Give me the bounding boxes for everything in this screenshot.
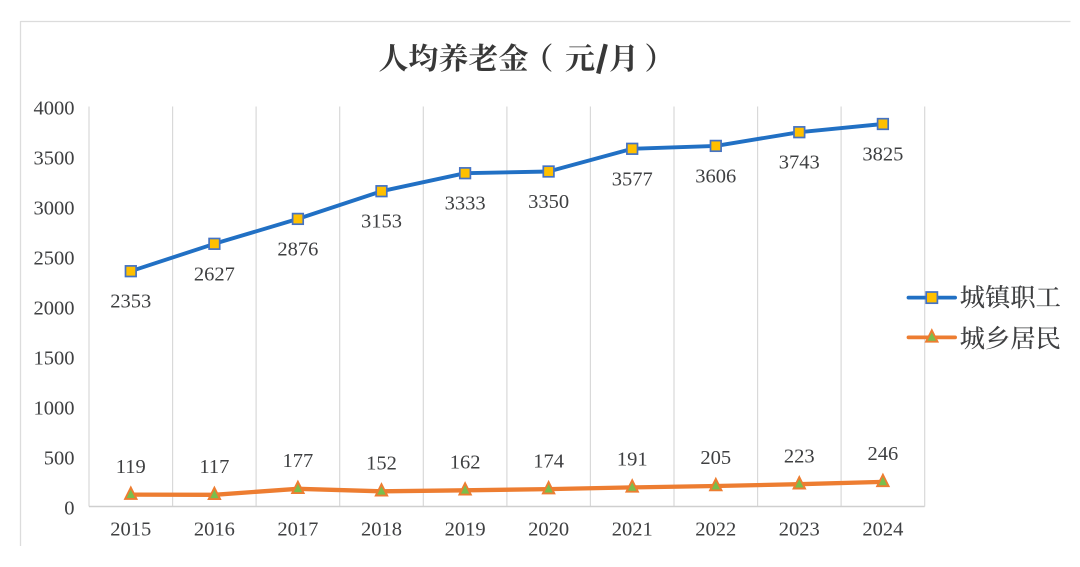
svg-text:500: 500 <box>44 447 75 469</box>
svg-text:117: 117 <box>199 456 229 478</box>
svg-text:3333: 3333 <box>445 193 486 215</box>
svg-text:223: 223 <box>784 445 815 467</box>
svg-text:2024: 2024 <box>862 519 903 541</box>
svg-text:2018: 2018 <box>361 519 402 541</box>
svg-text:174: 174 <box>533 450 564 472</box>
svg-text:205: 205 <box>700 447 731 469</box>
svg-text:1000: 1000 <box>34 397 75 419</box>
svg-text:3153: 3153 <box>361 211 402 233</box>
svg-text:2017: 2017 <box>277 519 318 541</box>
svg-text:3825: 3825 <box>862 144 903 166</box>
svg-text:2021: 2021 <box>612 519 653 541</box>
svg-text:0: 0 <box>64 497 74 519</box>
svg-text:3350: 3350 <box>528 191 569 213</box>
svg-text:2000: 2000 <box>34 297 75 319</box>
svg-text:2627: 2627 <box>194 263 235 285</box>
svg-text:162: 162 <box>450 452 481 474</box>
svg-text:119: 119 <box>116 456 146 478</box>
svg-text:246: 246 <box>868 443 899 465</box>
svg-text:3577: 3577 <box>612 168 653 190</box>
svg-text:3606: 3606 <box>695 165 736 187</box>
svg-text:2022: 2022 <box>695 519 736 541</box>
svg-text:2015: 2015 <box>110 519 151 541</box>
svg-text:2019: 2019 <box>445 519 486 541</box>
svg-text:4000: 4000 <box>34 97 75 119</box>
svg-text:152: 152 <box>366 453 397 475</box>
svg-text:2020: 2020 <box>528 519 569 541</box>
svg-text:2500: 2500 <box>34 247 75 269</box>
svg-text:3000: 3000 <box>34 197 75 219</box>
svg-text:2023: 2023 <box>779 519 820 541</box>
svg-text:2876: 2876 <box>277 238 318 260</box>
svg-text:1500: 1500 <box>34 347 75 369</box>
svg-text:2353: 2353 <box>110 291 151 313</box>
svg-text:2016: 2016 <box>194 519 235 541</box>
svg-text:3743: 3743 <box>779 152 820 174</box>
svg-text:191: 191 <box>617 449 648 471</box>
svg-text:3500: 3500 <box>34 147 75 169</box>
svg-text:177: 177 <box>283 450 314 472</box>
